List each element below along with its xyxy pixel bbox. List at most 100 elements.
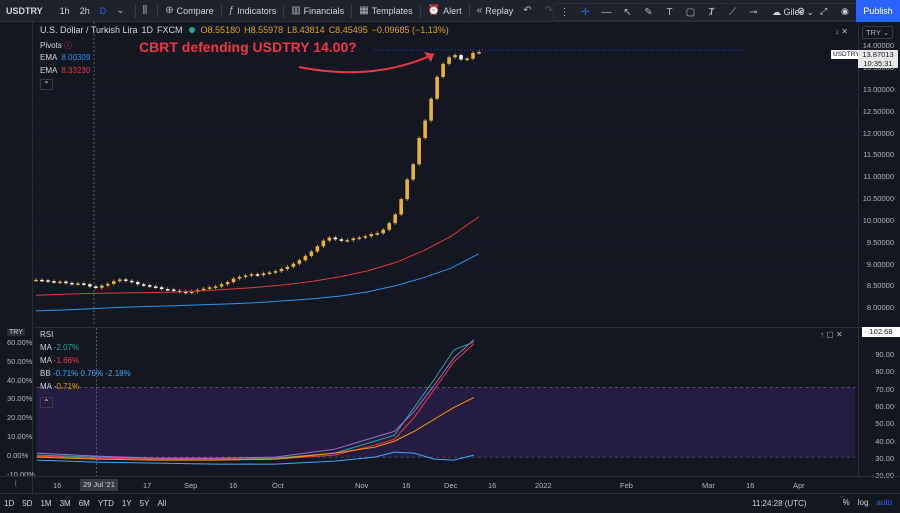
pane-controls[interactable]: ↑ ▢ ✕ (820, 330, 843, 339)
rsi-legend-item[interactable]: MA -0.71% (40, 382, 79, 391)
compare-label: Compare (176, 5, 214, 16)
range-5d[interactable]: 5D (22, 499, 33, 508)
candle (309, 251, 314, 256)
brush-icon[interactable]: ✎ (644, 6, 653, 18)
text-icon[interactable]: T (666, 6, 673, 18)
symbol-search[interactable]: USDTRY (6, 5, 43, 16)
candle (40, 279, 44, 282)
rsi-tick: 40.00 (875, 436, 894, 446)
collapse-rsi-legend-button[interactable]: ⌃ (40, 397, 53, 408)
indicator-pivots[interactable]: Pivots ⓘ (40, 40, 72, 51)
publish-button[interactable]: Publish (856, 0, 900, 22)
range-ytd[interactable]: YTD (97, 499, 114, 508)
candle (219, 284, 224, 287)
rsi-axis[interactable]: 90.00 80.00 70.00 60.00 50.00 40.00 30.00 20.00 (858, 327, 900, 480)
financials-button[interactable]: ▥ Financials (286, 0, 349, 22)
time-axis[interactable]: 16 29 Jul '21 17 Sep 16 Oct Nov 16 Dec 16 2022 Feb M… (0, 476, 900, 493)
collapse-legend-button[interactable]: ⌃ (40, 79, 53, 90)
chart-type-button[interactable]: ⫼ (138, 0, 156, 22)
range-3m[interactable]: 3M (59, 499, 71, 508)
interval-1h[interactable]: 1h (59, 5, 70, 16)
rsi-legend-item[interactable]: MA -1.66% (40, 356, 79, 365)
currency-label: TRY (866, 28, 881, 37)
percent-tick: 10.00% (7, 432, 33, 441)
candle (34, 279, 38, 282)
percent-toggle[interactable]: % (842, 498, 850, 507)
log-toggle[interactable]: log (857, 498, 869, 507)
candle (88, 284, 92, 287)
clock[interactable]: 11:24:28 (UTC) (752, 499, 807, 508)
candle (333, 237, 338, 240)
range-1m[interactable]: 1M (40, 499, 52, 508)
range-6m[interactable]: 6M (78, 499, 90, 508)
candle (291, 263, 296, 267)
price-tick: 13.00000 (862, 85, 894, 95)
interval-d[interactable]: D (99, 5, 107, 16)
indicators-label: Indicators (237, 5, 277, 16)
rectangle-icon[interactable]: ▢ (685, 6, 696, 18)
rsi-pane[interactable] (34, 327, 858, 476)
scroll-left-icon[interactable]: ⟨ (14, 479, 18, 488)
templates-button[interactable]: ▦ Templates (354, 0, 417, 22)
fullscreen-icon[interactable]: ⤢ (820, 5, 828, 16)
time-tick: 17 (143, 481, 152, 490)
rsi-label[interactable]: RSI (40, 330, 54, 339)
price-tick: 11.00000 (863, 172, 894, 182)
symbol-title[interactable]: U.S. Dollar / Turkish Lira (40, 25, 138, 35)
candle (423, 120, 427, 139)
rewind-icon: « (476, 5, 483, 16)
camera-icon[interactable]: ◉ (841, 5, 849, 16)
last-price: 13.87013 (862, 50, 894, 59)
compare-button[interactable]: ⊕ Compare (160, 0, 218, 22)
time-tick: Dec (444, 481, 458, 490)
candle (52, 281, 56, 283)
crosshair-icon[interactable]: ✛ (581, 6, 590, 18)
rsi-currency-tag[interactable]: TRY (7, 329, 25, 336)
candle (201, 288, 206, 291)
text-tool-icon[interactable]: Ⱦ (708, 6, 715, 18)
chevron-down-icon[interactable]: ⌄ (116, 5, 125, 16)
price-chart[interactable] (34, 22, 858, 325)
drag-handle-icon[interactable]: ⋮ (559, 6, 570, 18)
rsi-legend-item[interactable]: MA -2.07% (40, 343, 79, 352)
horizontal-line-icon[interactable]: — (601, 6, 612, 18)
trend-line-icon[interactable]: ⟋ (729, 6, 736, 18)
indicators-button[interactable]: ƒ Indicators (224, 0, 282, 22)
range-1y[interactable]: 1Y (121, 499, 132, 508)
range-1d[interactable]: 1D (4, 499, 15, 508)
currency-selector[interactable]: TRY ⌄ (862, 26, 894, 39)
bar-countdown: 10:35:31 (863, 59, 893, 68)
divider (283, 3, 285, 18)
gear-icon[interactable]: ⚙ (797, 5, 806, 16)
indicator-ema-slow[interactable]: EMA 8.33230 (40, 66, 90, 75)
candle (46, 280, 50, 282)
pane-down-icon[interactable]: ↓ ✕ (835, 27, 848, 36)
interval-2h[interactable]: 2h (79, 5, 90, 16)
candles (34, 50, 481, 295)
candle (76, 283, 80, 285)
cursor-icon[interactable]: ↖ (623, 6, 632, 18)
rsi-band (36, 387, 856, 458)
indicator-ema-fast[interactable]: EMA 8.00309 (40, 53, 90, 62)
candle (237, 276, 242, 279)
time-tick: 16 (746, 481, 755, 490)
ray-icon[interactable]: ⊸ (749, 6, 758, 18)
chart-annotation[interactable]: CBRT defending USDTRY 14.00? (139, 39, 357, 55)
percent-tick: 50.00% (7, 356, 33, 366)
price-axis[interactable]: 14.0000013.5000013.0000012.5000012.00000… (858, 22, 900, 325)
divider (419, 3, 421, 18)
rsi-legend-item[interactable]: BB -0.71% 0.76% -2.18% (40, 369, 131, 378)
range-5y[interactable]: 5Y (139, 499, 150, 508)
alert-button[interactable]: ⏰ Alert (423, 0, 467, 22)
user-menu[interactable]: ☁ Giles ⌄ (772, 6, 815, 17)
redo-button[interactable]: ↷ (540, 0, 561, 22)
undo-button[interactable]: ↶ (518, 0, 539, 22)
legend-open: O8.55180 (200, 25, 241, 35)
range-all[interactable]: All (157, 499, 167, 508)
candle (273, 271, 278, 273)
cloud-icon: ☁ (772, 6, 784, 17)
replay-button[interactable]: «Replay (472, 0, 519, 22)
time-tick: 2022 (535, 481, 552, 490)
auto-toggle[interactable]: auto (876, 498, 892, 507)
divider (351, 3, 353, 18)
